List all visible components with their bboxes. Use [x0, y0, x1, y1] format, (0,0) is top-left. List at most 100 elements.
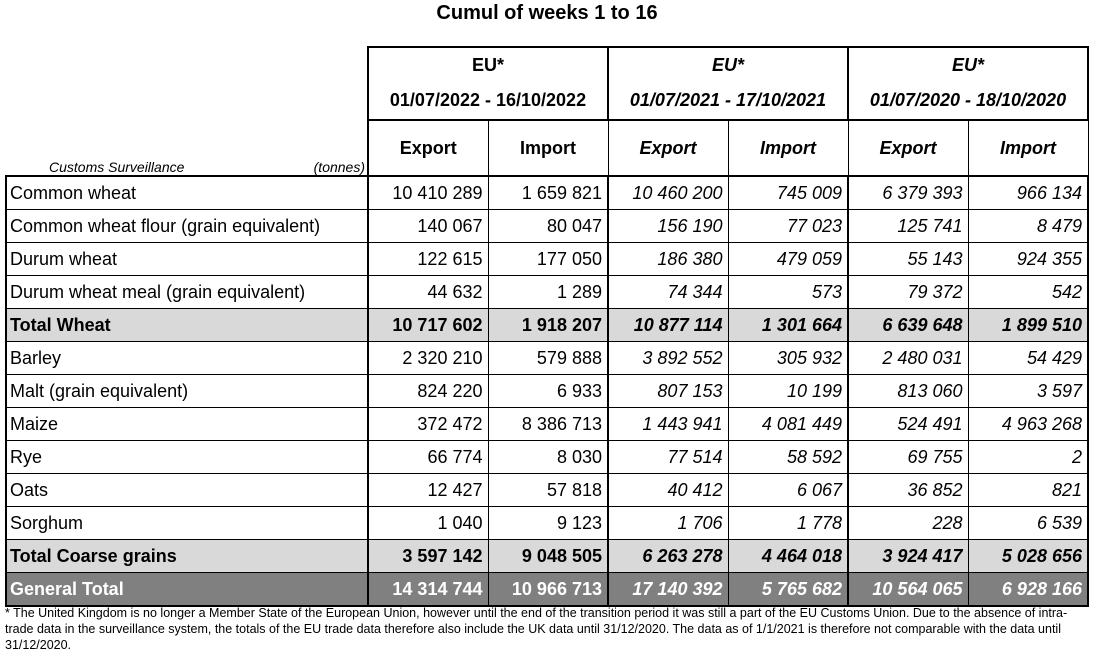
row-label: Sorghum [5, 506, 369, 540]
import-value: 58 592 [727, 440, 849, 474]
grand-total-row: General Total 14 314 744 10 966 713 17 140 … [5, 572, 1089, 607]
export-value: 2 320 210 [367, 341, 489, 375]
export-value: 6 639 648 [847, 308, 969, 342]
import-value: 1 918 207 [487, 308, 609, 342]
table-row: Maize 372 472 8 386 713 1 443 941 4 081 449 5… [5, 407, 1089, 441]
export-value: 66 774 [367, 440, 489, 474]
import-value: 6 067 [727, 473, 849, 507]
page-title: Cumul of weeks 1 to 16 [436, 2, 658, 24]
export-value: 228 [847, 506, 969, 540]
table-row: Durum wheat meal (grain equivalent) 44 63… [5, 275, 1089, 309]
export-value: 12 427 [367, 473, 489, 507]
export-value: 10 564 065 [847, 572, 969, 607]
export-value: 372 472 [367, 407, 489, 441]
import-value: 3 597 [967, 374, 1089, 408]
export-value: 55 143 [847, 242, 969, 276]
import-header: Import [967, 119, 1089, 177]
import-value: 9 048 505 [487, 539, 609, 573]
export-value: 10 410 289 [367, 175, 489, 210]
import-value: 966 134 [967, 175, 1089, 210]
row-label: Rye [5, 440, 369, 474]
export-value: 813 060 [847, 374, 969, 408]
import-value: 8 386 713 [487, 407, 609, 441]
import-value: 77 023 [727, 209, 849, 243]
import-value: 177 050 [487, 242, 609, 276]
export-value: 40 412 [607, 473, 729, 507]
row-label: Malt (grain equivalent) [5, 374, 369, 408]
import-value: 5 765 682 [727, 572, 849, 607]
export-header: Export [367, 119, 489, 177]
export-value: 77 514 [607, 440, 729, 474]
export-value: 1 040 [367, 506, 489, 540]
import-value: 1 659 821 [487, 175, 609, 210]
import-value: 1 289 [487, 275, 609, 309]
export-value: 156 190 [607, 209, 729, 243]
export-header: Export [847, 119, 969, 177]
export-value: 14 314 744 [367, 572, 489, 607]
export-value: 10 460 200 [607, 175, 729, 210]
table-row: Oats 12 427 57 818 40 412 6 067 36 852 821 [5, 473, 1089, 507]
import-value: 8 030 [487, 440, 609, 474]
table-row: Sorghum 1 040 9 123 1 706 1 778 228 6 539 [5, 506, 1089, 540]
export-value: 824 220 [367, 374, 489, 408]
export-value: 74 344 [607, 275, 729, 309]
import-value: 10 966 713 [487, 572, 609, 607]
import-value: 4 081 449 [727, 407, 849, 441]
label-header: Customs Surveillance (tonnes) [6, 120, 369, 176]
period-range: 01/07/2020 - 18/10/2020 [847, 82, 1089, 121]
row-label: Common wheat [5, 175, 369, 210]
export-value: 3 597 142 [367, 539, 489, 573]
export-value: 6 263 278 [607, 539, 729, 573]
table-row: Barley 2 320 210 579 888 3 892 552 305 932 2 … [5, 341, 1089, 375]
import-value: 6 928 166 [967, 572, 1089, 607]
import-value: 10 199 [727, 374, 849, 408]
period-region: EU* [607, 46, 849, 82]
table-row: Malt (grain equivalent) 824 220 6 933 807 1… [5, 374, 1089, 408]
export-value: 125 741 [847, 209, 969, 243]
table-row: Common wheat flour (grain equivalent) 140… [5, 209, 1089, 243]
import-value: 573 [727, 275, 849, 309]
import-value: 821 [967, 473, 1089, 507]
export-value: 3 924 417 [847, 539, 969, 573]
row-label: Oats [5, 473, 369, 507]
import-value: 479 059 [727, 242, 849, 276]
subtotal-row: Total Coarse grains 3 597 142 9 048 505 6 2… [5, 539, 1089, 573]
export-header: Export [607, 119, 729, 177]
export-value: 524 491 [847, 407, 969, 441]
export-value: 10 717 602 [367, 308, 489, 342]
export-value: 44 632 [367, 275, 489, 309]
export-value: 6 379 393 [847, 175, 969, 210]
import-value: 1 778 [727, 506, 849, 540]
import-value: 6 539 [967, 506, 1089, 540]
import-value: 1 899 510 [967, 308, 1089, 342]
import-value: 57 818 [487, 473, 609, 507]
import-value: 4 963 268 [967, 407, 1089, 441]
period-region: EU* [847, 46, 1089, 82]
export-value: 17 140 392 [607, 572, 729, 607]
row-label: Total Coarse grains [5, 539, 369, 573]
import-value: 2 [967, 440, 1089, 474]
export-value: 1 706 [607, 506, 729, 540]
period-range: 01/07/2022 - 16/10/2022 [367, 82, 609, 121]
import-value: 745 009 [727, 175, 849, 210]
import-value: 6 933 [487, 374, 609, 408]
table-row: Rye 66 774 8 030 77 514 58 592 69 755 2 [5, 440, 1089, 474]
export-value: 807 153 [607, 374, 729, 408]
unit-label: (tonnes) [313, 159, 365, 175]
export-value: 122 615 [367, 242, 489, 276]
import-value: 5 028 656 [967, 539, 1089, 573]
table-row: Durum wheat 122 615 177 050 186 380 479 059 5… [5, 242, 1089, 276]
export-value: 2 480 031 [847, 341, 969, 375]
footnote: * The United Kingdom is no longer a Memb… [5, 606, 1068, 652]
import-value: 4 464 018 [727, 539, 849, 573]
import-header: Import [727, 119, 849, 177]
import-value: 305 932 [727, 341, 849, 375]
export-value: 140 067 [367, 209, 489, 243]
row-label: Common wheat flour (grain equivalent) [5, 209, 369, 243]
export-value: 3 892 552 [607, 341, 729, 375]
export-value: 186 380 [607, 242, 729, 276]
export-value: 1 443 941 [607, 407, 729, 441]
export-value: 69 755 [847, 440, 969, 474]
export-value: 10 877 114 [607, 308, 729, 342]
row-label: Durum wheat [5, 242, 369, 276]
